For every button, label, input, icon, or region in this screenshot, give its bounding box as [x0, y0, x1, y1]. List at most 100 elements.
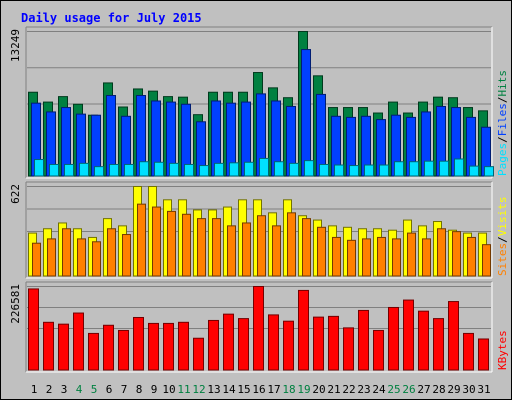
- bar-kbytes-20: [313, 316, 324, 371]
- bar-pages-20: [319, 163, 329, 177]
- bar-pages-8: [139, 161, 149, 177]
- y-axis-max-label: 622: [9, 184, 22, 204]
- x-axis-day-label: 29: [447, 383, 460, 396]
- bar-pages-17: [274, 161, 284, 177]
- x-axis-day-label: 19: [297, 383, 310, 396]
- bar-kbytes-5: [88, 332, 99, 371]
- bar-sites-29: [452, 231, 461, 277]
- bar-sites-2: [47, 238, 56, 277]
- bar-files-6: [106, 95, 116, 177]
- y-axis-label-part: Visits: [496, 197, 509, 237]
- bar-pages-23: [364, 164, 374, 177]
- y-axis-label-part: /: [496, 236, 509, 243]
- bar-sites-31: [482, 244, 491, 277]
- bar-pages-22: [349, 165, 359, 177]
- bar-pages-28: [439, 160, 449, 177]
- bar-kbytes-13: [208, 319, 219, 371]
- bar-sites-7: [122, 234, 131, 277]
- bar-sites-22: [347, 239, 356, 277]
- bar-pages-5: [94, 166, 104, 177]
- bar-pages-9: [154, 161, 164, 177]
- bar-sites-27: [422, 238, 431, 277]
- bar-pages-10: [169, 162, 179, 177]
- bar-kbytes-14: [223, 313, 234, 371]
- bar-pages-24: [379, 164, 389, 177]
- bar-sites-5: [92, 241, 101, 277]
- bar-kbytes-7: [118, 329, 129, 371]
- bar-pages-14: [229, 162, 239, 177]
- bar-pages-30: [469, 165, 479, 177]
- bar-sites-19: [302, 218, 311, 277]
- bar-kbytes-27: [418, 310, 429, 371]
- y-axis-series-label: Pages/Files/Hits: [496, 70, 509, 176]
- bar-sites-25: [392, 238, 401, 277]
- bar-pages-6: [109, 163, 119, 177]
- bar-kbytes-1: [28, 288, 39, 371]
- x-axis-day-label: 17: [267, 383, 280, 396]
- bar-pages-4: [79, 162, 89, 177]
- y-axis-label-part: KBytes: [496, 330, 509, 370]
- bar-sites-16: [257, 215, 266, 277]
- bar-sites-12: [197, 218, 206, 277]
- bar-sites-28: [437, 228, 446, 277]
- y-axis-max-label: 226581: [9, 284, 22, 324]
- bar-sites-15: [242, 222, 251, 277]
- x-axis-day-label: 5: [91, 383, 98, 396]
- bar-files-20: [316, 93, 326, 177]
- bar-pages-31: [484, 166, 494, 177]
- chart-title: Daily usage for July 2015: [21, 11, 202, 25]
- panel-visits-sites: 622 Sites/Visits: [9, 181, 509, 279]
- bar-sites-23: [362, 238, 371, 277]
- bar-pages-18: [289, 162, 299, 177]
- bar-pages-12: [199, 165, 209, 177]
- x-axis-day-label: 8: [136, 383, 143, 396]
- bar-sites-30: [467, 236, 476, 277]
- x-axis-day-label: 18: [282, 383, 295, 396]
- bar-kbytes-4: [73, 312, 84, 371]
- bar-pages-11: [184, 163, 194, 177]
- x-axis-day-label: 1: [31, 383, 38, 396]
- bar-sites-11: [182, 213, 191, 277]
- bar-kbytes-2: [43, 321, 54, 371]
- bar-kbytes-16: [253, 286, 264, 371]
- x-axis-day-label: 7: [121, 383, 128, 396]
- bar-kbytes-31: [478, 338, 489, 371]
- x-axis-day-label: 16: [252, 383, 265, 396]
- bar-sites-3: [62, 228, 71, 277]
- x-axis-day-label: 2: [46, 383, 53, 396]
- bar-pages-7: [124, 163, 134, 177]
- x-axis-day-label: 15: [237, 383, 250, 396]
- x-axis-day-label: 30: [462, 383, 475, 396]
- bar-kbytes-8: [133, 316, 144, 371]
- bar-kbytes-15: [238, 318, 249, 371]
- x-axis-labels: 1 2 3 4 5 6 7 8 9 10 11 12 13 14 15 16 17 18 19 20 21 22 23 24 2…: [31, 383, 491, 396]
- bar-sites-17: [272, 225, 281, 277]
- panel-kbytes: 226581 KBytes: [9, 281, 509, 373]
- x-axis-day-label: 6: [106, 383, 113, 396]
- bar-sites-10: [167, 210, 176, 277]
- x-axis-day-label: 12: [192, 383, 205, 396]
- bar-kbytes-28: [433, 318, 444, 371]
- bar-sites-24: [377, 236, 386, 277]
- bar-sites-8: [137, 203, 146, 277]
- bar-kbytes-22: [343, 327, 354, 371]
- y-axis-label-part: Hits: [496, 70, 509, 97]
- bar-kbytes-9: [148, 322, 159, 371]
- bar-sites-6: [107, 228, 116, 277]
- bar-sites-20: [317, 226, 326, 277]
- bar-sites-14: [227, 225, 236, 277]
- bar-sites-18: [287, 212, 296, 277]
- bar-pages-19: [304, 160, 314, 177]
- bar-kbytes-10: [163, 322, 174, 371]
- bar-kbytes-6: [103, 324, 114, 371]
- y-axis-label-part: Files: [496, 103, 509, 136]
- bar-kbytes-11: [178, 321, 189, 371]
- x-axis-day-label: 14: [222, 383, 236, 396]
- y-axis-label-part: Pages: [496, 143, 509, 176]
- bar-pages-15: [244, 161, 254, 177]
- x-axis-day-label: 28: [432, 383, 445, 396]
- bar-sites-9: [152, 206, 161, 277]
- bar-pages-16: [259, 157, 269, 177]
